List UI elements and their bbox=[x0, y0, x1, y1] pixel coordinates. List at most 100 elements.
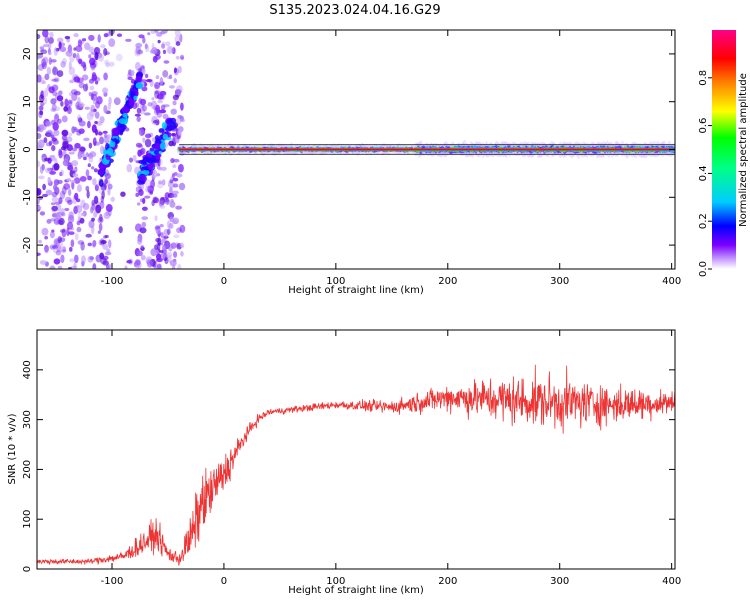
spectrogram-cell bbox=[86, 112, 94, 121]
spectrogram-cell bbox=[147, 32, 151, 36]
spectrogram-cell bbox=[165, 251, 173, 259]
spectrogram-cell bbox=[141, 86, 148, 92]
spectrogram-cell bbox=[99, 136, 105, 145]
spectrogram-cell bbox=[97, 54, 105, 62]
spectrogram-cell bbox=[106, 147, 114, 156]
spectrogram-cell bbox=[48, 57, 52, 65]
spectrogram-cell bbox=[53, 163, 60, 171]
spectrogram-cell bbox=[160, 252, 166, 260]
spectrogram-cell bbox=[140, 244, 144, 249]
spectrogram-cell bbox=[106, 248, 111, 253]
spectrogram-cell bbox=[154, 90, 161, 95]
snr-marks bbox=[37, 364, 675, 566]
spectrogram-cell bbox=[151, 97, 155, 101]
spectrogram-cell bbox=[70, 239, 75, 248]
spectrogram-cell bbox=[103, 211, 111, 220]
spectrogram-cell bbox=[47, 42, 52, 49]
spectrogram-cell bbox=[145, 256, 153, 265]
spectrogram-cell bbox=[75, 45, 83, 53]
spectrogram-cell bbox=[59, 190, 66, 200]
spectrogram-cell bbox=[163, 228, 170, 237]
spectrogram-cell bbox=[61, 228, 67, 238]
spectrogram-cell bbox=[85, 185, 90, 192]
spectrogram-cell bbox=[68, 246, 73, 252]
spectrogram-cell bbox=[110, 196, 115, 202]
spectrogram-cell bbox=[132, 154, 137, 162]
snr-y-axis-label: SNR (10 * v/v) bbox=[7, 413, 18, 484]
spectrogram-cell bbox=[51, 137, 57, 142]
x-tick-label: 400 bbox=[662, 576, 681, 587]
y-tick-label: 0 bbox=[22, 146, 33, 152]
spectrogram-cell bbox=[66, 178, 72, 182]
spectrogram-cell bbox=[79, 175, 87, 182]
spectrogram-cell bbox=[172, 133, 177, 138]
spectrogram-cell bbox=[59, 171, 63, 177]
spectrogram-cell bbox=[105, 204, 113, 213]
spectrogram-cell bbox=[162, 113, 169, 120]
spectrogram-cell bbox=[63, 183, 71, 190]
spectrogram-cell bbox=[161, 43, 166, 49]
spectrogram-cell bbox=[67, 199, 73, 205]
spectrogram-cell bbox=[38, 105, 44, 111]
spectrogram-cell bbox=[44, 35, 50, 44]
spectrogram-x-ticks: -100 0 100 200 300 400 bbox=[101, 30, 681, 287]
spectrogram-cell bbox=[50, 107, 57, 112]
spectrogram-cell bbox=[153, 81, 161, 90]
spectrogram-marks bbox=[37, 30, 675, 269]
spectrogram-cell bbox=[179, 54, 185, 60]
spectrogram-cell bbox=[135, 82, 144, 89]
spectrogram-cell bbox=[41, 80, 47, 85]
spectrogram-cell bbox=[49, 31, 54, 38]
y-tick-label: -10 bbox=[22, 189, 33, 205]
spectrogram-cell bbox=[44, 245, 49, 253]
spectrogram-cell bbox=[61, 212, 66, 217]
spectrogram-cell bbox=[67, 215, 75, 224]
spectrogram-cell bbox=[52, 245, 59, 249]
spectrogram-cell bbox=[144, 179, 151, 188]
spectrogram-cell bbox=[37, 201, 40, 205]
spectrogram-cell bbox=[152, 120, 159, 124]
spectrogram-cell bbox=[39, 110, 44, 116]
spectrogram-cell bbox=[68, 91, 74, 97]
colorbar-tick-label: 0.4 bbox=[698, 165, 709, 181]
spectrogram-cell bbox=[174, 89, 182, 95]
spectrogram-cell bbox=[133, 95, 138, 101]
spectrogram-cell bbox=[53, 77, 60, 83]
spectrogram-cell bbox=[47, 157, 52, 164]
spectrogram-cell bbox=[138, 34, 145, 39]
spectrogram-cell bbox=[38, 175, 45, 180]
spectrogram-cell bbox=[69, 79, 75, 84]
spectrogram-cell bbox=[85, 233, 92, 238]
spectrogram-cell bbox=[140, 254, 146, 261]
spectrogram-cell bbox=[145, 44, 150, 53]
spectrogram-cell bbox=[169, 187, 173, 195]
spectrogram-cell bbox=[102, 260, 109, 266]
spectrogram-cell bbox=[166, 46, 173, 54]
spectrogram-cell bbox=[74, 254, 79, 264]
spectrogram-cell bbox=[98, 179, 104, 187]
spectrogram-cell bbox=[90, 104, 96, 113]
spectrogram-cell bbox=[47, 47, 51, 55]
spectrogram-cell bbox=[103, 235, 108, 239]
spectrogram-cell bbox=[51, 78, 58, 82]
spectrogram-cell bbox=[61, 115, 68, 123]
spectrogram-cell bbox=[103, 48, 108, 56]
spectrogram-cell bbox=[65, 196, 72, 203]
spectrogram-cell bbox=[91, 202, 95, 211]
x-tick-label: 200 bbox=[438, 276, 457, 287]
spectrogram-cell bbox=[43, 97, 48, 105]
spectrogram-cell bbox=[89, 256, 94, 261]
spectrogram-cell bbox=[101, 190, 105, 200]
spectrogram-cell bbox=[160, 232, 164, 238]
spectrogram-cell bbox=[49, 170, 56, 175]
spectrogram-cell bbox=[94, 47, 99, 55]
spectrogram-cell bbox=[173, 78, 177, 84]
spectrogram-cell bbox=[146, 259, 153, 268]
spectrogram-cell bbox=[160, 166, 167, 171]
spectrogram-cell bbox=[118, 118, 127, 125]
spectrogram-cell bbox=[50, 202, 56, 206]
x-tick-label: -100 bbox=[101, 276, 124, 287]
spectrogram-cell bbox=[126, 259, 132, 264]
spectrogram-cell bbox=[162, 69, 169, 78]
spectrogram-cell bbox=[147, 102, 153, 107]
